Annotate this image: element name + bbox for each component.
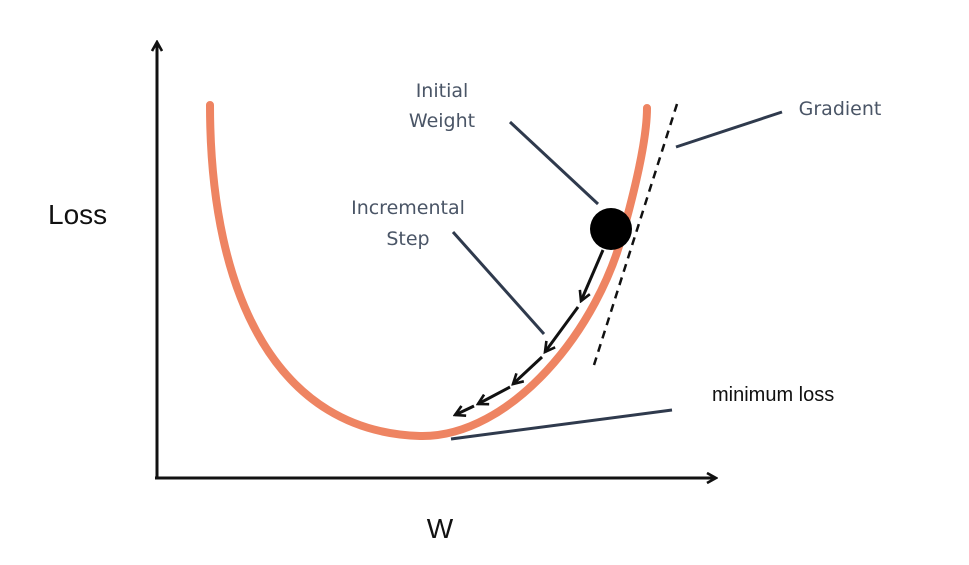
gradient-pointer-line <box>675 110 783 149</box>
incremental-step-label-line1: Incremental <box>351 197 465 219</box>
x-axis-label: W <box>427 513 454 544</box>
y-axis-label: Loss <box>48 199 107 230</box>
step-arrow <box>513 355 544 384</box>
initial-weight-label-line2: Weight <box>409 110 475 132</box>
minimum-loss-label: minimum loss <box>712 384 834 406</box>
gradient-label: Gradient <box>799 98 882 120</box>
minimum-loss-pointer-line <box>450 408 673 441</box>
initial-weight-ball <box>590 208 632 250</box>
step-arrow <box>545 306 580 352</box>
initial-weight-label-line1: Initial <box>416 80 469 102</box>
step-arrow <box>581 249 605 301</box>
incremental-step-pointer-line <box>451 231 546 335</box>
step-arrows <box>455 249 605 415</box>
loss-curve <box>206 101 651 441</box>
incremental-step-label-line2: Step <box>386 228 429 250</box>
step-arrow <box>478 385 511 404</box>
gradient-tangent-line <box>592 103 679 366</box>
step-arrow <box>455 404 475 415</box>
initial-weight-pointer-line <box>508 120 600 206</box>
